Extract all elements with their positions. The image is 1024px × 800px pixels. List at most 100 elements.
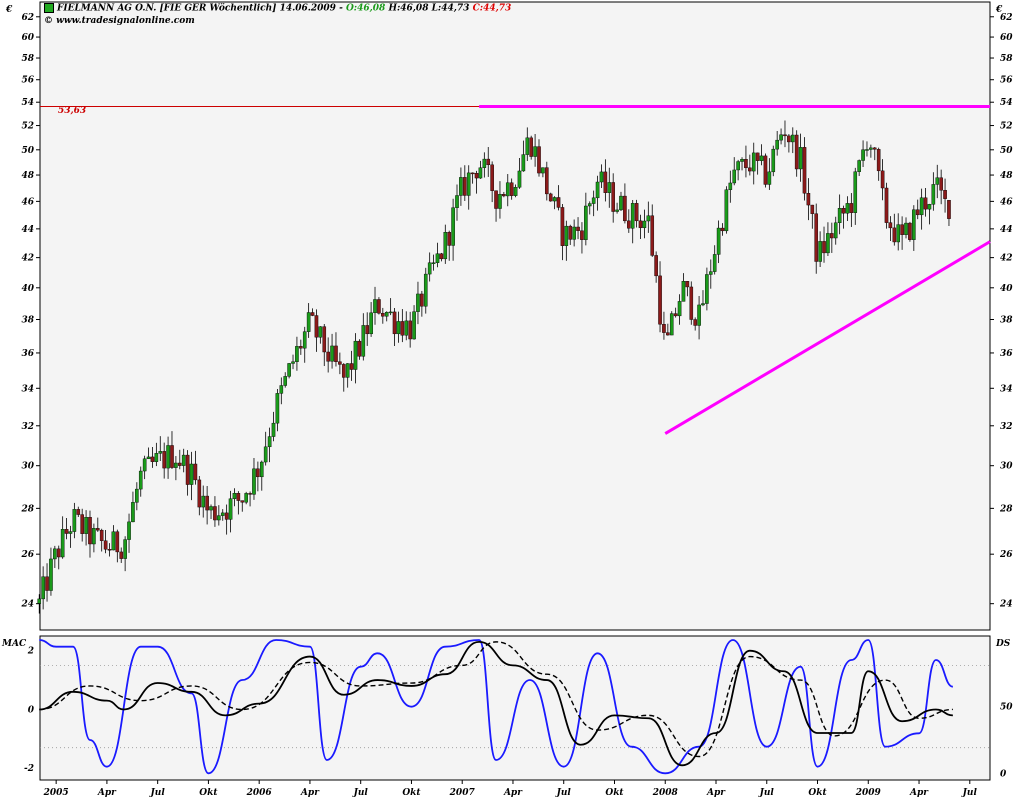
candle-body <box>759 155 764 161</box>
candle-body <box>595 181 600 199</box>
candle-body <box>37 598 42 604</box>
y-tick-label-left: 36 <box>21 349 34 359</box>
candle-body <box>904 222 908 235</box>
candle-body <box>802 147 807 194</box>
mac-line-solid <box>39 640 953 767</box>
y-tick-label-right: 38 <box>1000 316 1013 326</box>
candle-body <box>80 514 84 534</box>
mac-tick-label: 2 <box>27 647 34 657</box>
candle-body <box>287 363 291 377</box>
y-tick-label-left: 56 <box>21 76 34 86</box>
candle-body <box>326 351 330 362</box>
chart-title: FIELMANN AG O.N. [FIE GER Wöchentlich] 1… <box>57 3 343 14</box>
candle-body <box>486 158 491 166</box>
candle-body <box>275 393 280 424</box>
candle-body <box>314 315 319 338</box>
candle-body <box>256 468 260 478</box>
candle-body <box>634 203 639 222</box>
candle-body <box>427 262 432 275</box>
y-tick-label-left: 30 <box>21 462 34 472</box>
candle-body <box>236 493 241 501</box>
y-tick-label-left: 50 <box>21 146 34 156</box>
candle-body <box>865 149 869 151</box>
candle-body <box>939 177 943 191</box>
candle-body <box>830 233 834 239</box>
candle-body <box>908 222 912 240</box>
y-tick-label-left: 32 <box>21 422 34 432</box>
candle-body <box>790 134 795 143</box>
candle-body <box>248 493 252 495</box>
x-tick-label: Jul <box>352 788 369 798</box>
candle-body <box>490 164 494 191</box>
candle-body <box>837 208 842 224</box>
x-tick-label: Jul <box>758 788 775 798</box>
close-value: C:44,73 <box>472 3 512 14</box>
candle-body <box>295 346 299 362</box>
candle-body <box>662 324 666 333</box>
candle-body <box>740 159 744 162</box>
candle-body <box>935 177 940 185</box>
candle-body <box>787 135 791 143</box>
candle-body <box>482 158 487 168</box>
currency-label-right: € <box>995 5 1003 15</box>
candle-body <box>923 197 928 210</box>
candle-body <box>103 540 108 550</box>
candle-body <box>353 340 358 370</box>
candle-body <box>771 148 776 173</box>
candle-body <box>505 182 510 197</box>
currency-label-left: € <box>5 5 13 15</box>
candle-body <box>701 303 705 306</box>
candle-body <box>685 281 690 288</box>
candle-body <box>666 332 670 336</box>
candle-body <box>927 204 932 210</box>
candle-body <box>576 226 580 231</box>
candle-body <box>587 203 592 207</box>
candle-body <box>154 453 159 462</box>
candle-body <box>466 172 471 196</box>
candle-body <box>60 529 65 558</box>
candle-body <box>92 528 96 545</box>
candle-body <box>373 299 377 314</box>
candle-body <box>271 422 276 437</box>
candle-body <box>564 225 569 246</box>
candle-body <box>763 155 768 185</box>
candle-body <box>64 529 69 534</box>
candle-body <box>603 171 608 193</box>
x-tick-label: Jul <box>149 788 166 798</box>
candle-body <box>439 253 444 260</box>
y-tick-label-left: 28 <box>20 504 34 514</box>
candle-body <box>568 225 573 240</box>
candle-body <box>451 207 455 246</box>
candle-body <box>341 364 346 378</box>
candle-body <box>334 345 338 362</box>
candle-body <box>267 436 272 448</box>
candle-body <box>689 286 694 320</box>
candle-body <box>560 207 565 246</box>
candle-body <box>84 517 88 534</box>
candle-body <box>693 319 697 326</box>
candle-body <box>669 313 674 336</box>
candle-body <box>205 495 209 511</box>
candle-body <box>244 493 248 503</box>
candle-body <box>736 161 740 171</box>
y-tick-label-right: 40 <box>1000 284 1013 294</box>
y-tick-label-right: 46 <box>1000 197 1013 207</box>
candle-body <box>861 149 865 161</box>
candle-body <box>369 312 373 335</box>
candle-body <box>478 167 483 179</box>
candle-body <box>119 551 124 559</box>
candle-body <box>138 470 143 490</box>
y-tick-label-left: 46 <box>21 197 34 207</box>
candle-body <box>623 195 627 222</box>
candle-body <box>361 325 366 357</box>
x-tick-label: 2007 <box>449 788 476 798</box>
candle-body <box>388 311 393 314</box>
candle-body <box>365 325 370 335</box>
candle-body <box>806 193 811 206</box>
candle-body <box>240 500 245 503</box>
y-tick-label-right: 56 <box>1000 76 1013 86</box>
candle-body <box>420 293 424 307</box>
candle-body <box>638 220 643 229</box>
y-tick-label-right: 48 <box>1000 171 1013 181</box>
